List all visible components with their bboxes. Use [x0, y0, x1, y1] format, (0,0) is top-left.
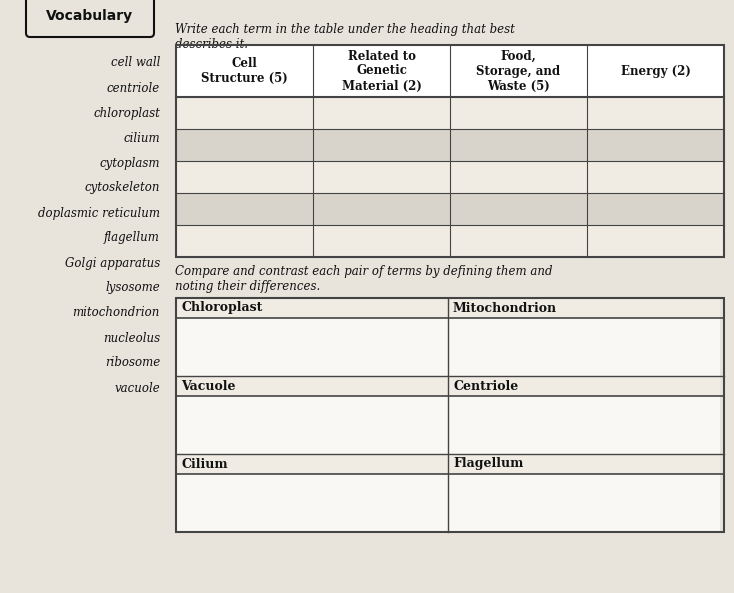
Text: Golgi apparatus: Golgi apparatus: [65, 257, 160, 269]
Bar: [313, 161, 450, 193]
Bar: [450, 129, 587, 161]
Bar: [176, 376, 448, 396]
Bar: [587, 97, 724, 129]
Bar: [313, 225, 450, 257]
Text: noting their differences.: noting their differences.: [175, 280, 320, 293]
Text: nucleolus: nucleolus: [103, 331, 160, 345]
Bar: [448, 376, 720, 396]
Text: mitochondrion: mitochondrion: [73, 307, 160, 320]
Bar: [450, 225, 587, 257]
Text: Centriole: Centriole: [453, 380, 518, 393]
Text: Write each term in the table under the heading that best: Write each term in the table under the h…: [175, 23, 515, 36]
Bar: [176, 454, 448, 474]
Bar: [176, 45, 313, 97]
Bar: [448, 474, 720, 532]
Bar: [587, 225, 724, 257]
FancyBboxPatch shape: [26, 0, 154, 37]
Text: Related to
Genetic
Material (2): Related to Genetic Material (2): [341, 49, 421, 93]
Bar: [450, 161, 587, 193]
Text: Mitochondrion: Mitochondrion: [453, 301, 557, 314]
Bar: [448, 454, 720, 474]
Text: cytoskeleton: cytoskeleton: [84, 181, 160, 195]
Bar: [587, 45, 724, 97]
Text: ribosome: ribosome: [105, 356, 160, 369]
Text: chloroplast: chloroplast: [93, 107, 160, 120]
Text: flagellum: flagellum: [104, 231, 160, 244]
Bar: [313, 129, 450, 161]
Bar: [313, 193, 450, 225]
Text: cytoplasm: cytoplasm: [100, 157, 160, 170]
Text: cell wall: cell wall: [111, 56, 160, 69]
Text: doplasmic reticulum: doplasmic reticulum: [38, 206, 160, 219]
Bar: [176, 318, 448, 376]
Bar: [176, 298, 448, 318]
Text: Flagellum: Flagellum: [453, 458, 523, 470]
Bar: [313, 97, 450, 129]
Bar: [313, 45, 450, 97]
Text: Cell
Structure (5): Cell Structure (5): [201, 57, 288, 85]
Bar: [176, 474, 448, 532]
Bar: [176, 193, 313, 225]
Bar: [176, 45, 724, 257]
Bar: [448, 298, 720, 318]
Text: lysosome: lysosome: [105, 282, 160, 295]
Bar: [587, 161, 724, 193]
Text: describes it.: describes it.: [175, 38, 248, 51]
Text: centriole: centriole: [106, 81, 160, 94]
Text: Vacuole: Vacuole: [181, 380, 236, 393]
Text: Food,
Storage, and
Waste (5): Food, Storage, and Waste (5): [476, 49, 561, 93]
Bar: [176, 298, 724, 532]
Text: vacuole: vacuole: [115, 381, 160, 394]
Text: Compare and contrast each pair of terms by defining them and: Compare and contrast each pair of terms …: [175, 265, 553, 278]
Bar: [450, 45, 587, 97]
Bar: [448, 318, 720, 376]
Bar: [448, 396, 720, 454]
Bar: [176, 396, 448, 454]
Text: Energy (2): Energy (2): [620, 65, 691, 78]
Bar: [176, 97, 313, 129]
Text: Chloroplast: Chloroplast: [181, 301, 262, 314]
Bar: [176, 129, 313, 161]
Bar: [450, 193, 587, 225]
Bar: [176, 161, 313, 193]
Bar: [587, 193, 724, 225]
Text: Vocabulary: Vocabulary: [46, 9, 134, 23]
Text: cilium: cilium: [123, 132, 160, 145]
Text: Cilium: Cilium: [181, 458, 228, 470]
Bar: [587, 129, 724, 161]
Bar: [450, 97, 587, 129]
Bar: [176, 225, 313, 257]
